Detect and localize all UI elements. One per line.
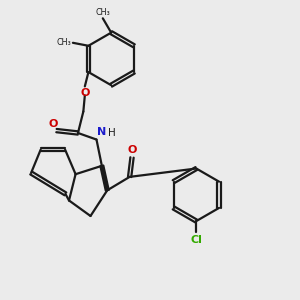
Text: CH₃: CH₃ [57,38,72,47]
Text: O: O [127,145,137,155]
Text: H: H [108,128,116,138]
Text: O: O [49,119,58,129]
Text: O: O [80,88,89,98]
Text: CH₃: CH₃ [95,8,110,16]
Text: Cl: Cl [190,236,202,245]
Text: N: N [97,127,106,137]
